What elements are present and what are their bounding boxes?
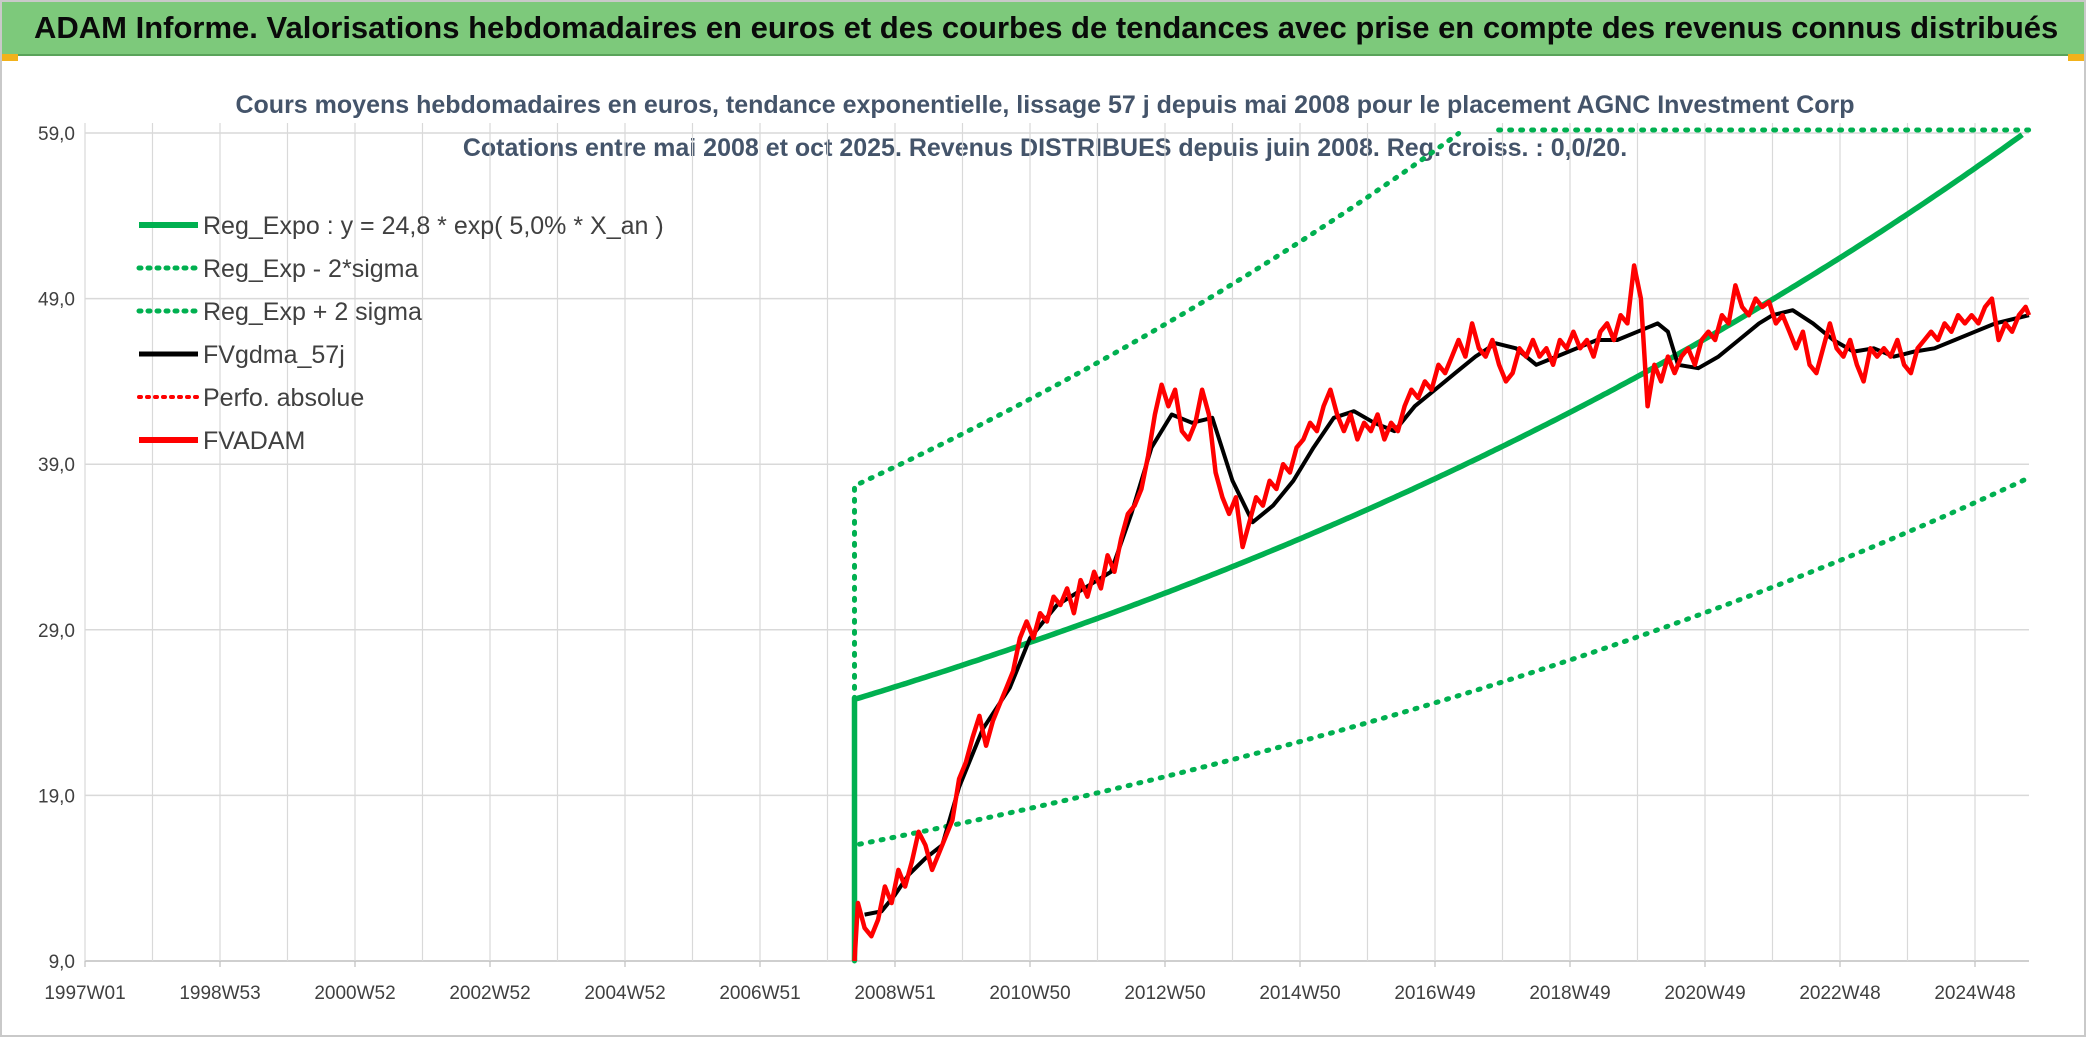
chart-area: Cours moyens hebdomadaires en euros, ten… <box>38 91 2032 1004</box>
legend: Reg_Expo : y = 24,8 * exp( 5,0% * X_an )… <box>136 212 664 455</box>
grid <box>84 123 2029 962</box>
corner-mark-left <box>2 54 18 61</box>
x-tick-label: 2014W50 <box>1259 983 1340 1004</box>
legend-label-reg-exp-minus: Reg_Exp - 2*sigma <box>203 255 418 283</box>
x-tick-label: 2002W52 <box>449 983 530 1004</box>
legend-label-reg-expo: Reg_Expo : y = 24,8 * exp( 5,0% * X_an ) <box>203 212 664 240</box>
x-tick-label: 2008W51 <box>854 983 935 1004</box>
x-axis: 1997W01 1998W53 2000W52 2002W52 2004W52 2006W… <box>44 961 2016 1004</box>
series-reg-exp-minus <box>852 475 2032 964</box>
x-tick-label: 2012W50 <box>1124 983 1205 1004</box>
series-reg-exp-plus <box>852 131 1462 702</box>
series-reg-expo <box>851 132 2024 961</box>
x-tick-label: 1998W53 <box>179 983 260 1004</box>
y-tick-label: 29,0 <box>38 621 75 642</box>
corner-mark-right <box>2068 54 2084 61</box>
x-tick-label: 2022W48 <box>1799 983 1880 1004</box>
x-tick-label: 2018W49 <box>1529 983 1610 1004</box>
report-banner: ADAM Informe. Valorisations hebdomadaire… <box>2 2 2084 56</box>
legend-label-fvadam: FVADAM <box>203 427 305 455</box>
y-tick-label: 49,0 <box>38 290 75 311</box>
x-tick-label: 2020W49 <box>1664 983 1745 1004</box>
y-tick-label: 9,0 <box>49 952 75 973</box>
x-tick-label: 2000W52 <box>314 983 395 1004</box>
x-tick-label: 2004W52 <box>584 983 665 1004</box>
legend-label-perfo: Perfo. absolue <box>203 384 364 412</box>
chart-title-line2: Cotations entre mai 2008 et oct 2025. Re… <box>463 134 1627 162</box>
report-title: ADAM Informe. Valorisations hebdomadaire… <box>34 10 2059 45</box>
legend-label-reg-exp-plus: Reg_Exp + 2 sigma <box>203 298 422 326</box>
x-tick-label: 2024W48 <box>1934 983 2015 1004</box>
plot-series <box>851 127 2032 964</box>
x-tick-label: 1997W01 <box>44 983 125 1004</box>
y-axis: 9,0 19,0 29,0 39,0 49,0 59,0 <box>38 124 75 973</box>
x-tick-label: 2010W50 <box>989 983 1070 1004</box>
y-tick-label: 39,0 <box>38 455 75 476</box>
y-tick-label: 59,0 <box>38 124 75 145</box>
legend-label-fvgdma: FVgdma_57j <box>203 341 345 369</box>
x-tick-label: 2016W49 <box>1394 983 1475 1004</box>
y-tick-label: 19,0 <box>38 786 75 807</box>
x-tick-label: 2006W51 <box>719 983 800 1004</box>
chart-title-line1: Cours moyens hebdomadaires en euros, ten… <box>235 91 1854 119</box>
series-fvadam <box>852 263 2032 962</box>
